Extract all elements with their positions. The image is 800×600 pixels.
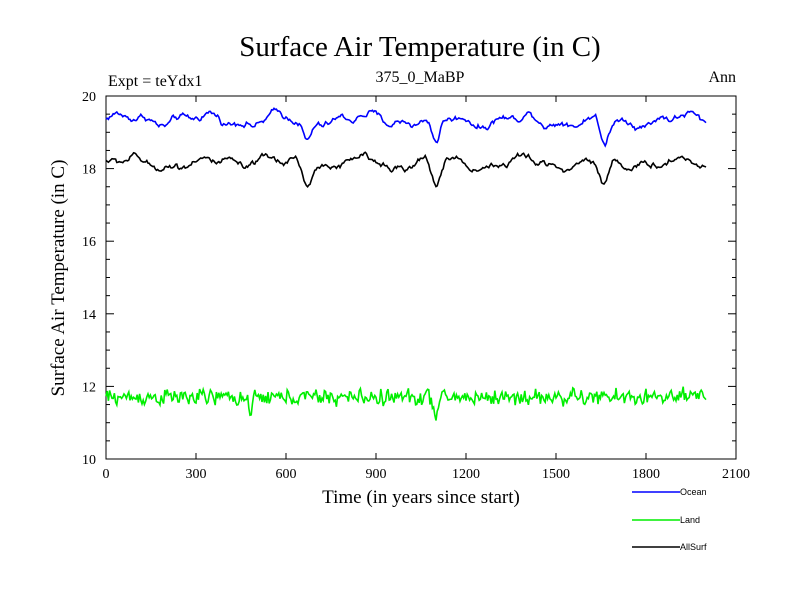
series-layer bbox=[105, 107, 707, 421]
legend-label-allsurf: AllSurf bbox=[680, 542, 707, 552]
x-tick-label: 600 bbox=[276, 467, 297, 482]
series-line-ocean bbox=[105, 107, 707, 148]
chart-title: Surface Air Temperature (in C) bbox=[239, 31, 600, 63]
legend-label-ocean: Ocean bbox=[680, 487, 707, 497]
x-tick-label: 1800 bbox=[632, 467, 660, 482]
x-tick-label: 1500 bbox=[542, 467, 570, 482]
subtitle-left: Expt = teYdx1 bbox=[108, 73, 202, 90]
series-line-land bbox=[105, 386, 707, 421]
y-tick-label: 14 bbox=[82, 308, 96, 323]
subtitle-center: 375_0_MaBP bbox=[376, 69, 465, 86]
x-tick-label: 900 bbox=[366, 467, 387, 482]
series-line-allsurf bbox=[105, 151, 707, 188]
x-tick-label: 1200 bbox=[452, 467, 480, 482]
subtitle-right: Ann bbox=[708, 69, 736, 86]
y-tick-label: 18 bbox=[82, 163, 96, 178]
y-tick-label: 20 bbox=[82, 90, 96, 105]
x-tick-label: 300 bbox=[186, 467, 207, 482]
y-tick-label: 12 bbox=[82, 380, 96, 395]
legend-label-land: Land bbox=[680, 515, 700, 525]
y-tick-label: 10 bbox=[82, 453, 96, 468]
x-axis-label: Time (in years since start) bbox=[322, 487, 520, 508]
ticks-layer: 0 300 600 900 1200 1500 1800 2100 10 12 14 16 18 20 bbox=[82, 90, 750, 482]
legend: Ocean Land AllSurf bbox=[632, 487, 707, 552]
y-tick-label: 16 bbox=[82, 235, 96, 250]
x-tick-label: 2100 bbox=[722, 467, 750, 482]
x-tick-label: 0 bbox=[103, 467, 110, 482]
y-axis-label: Surface Air Temperature (in C) bbox=[48, 160, 69, 397]
